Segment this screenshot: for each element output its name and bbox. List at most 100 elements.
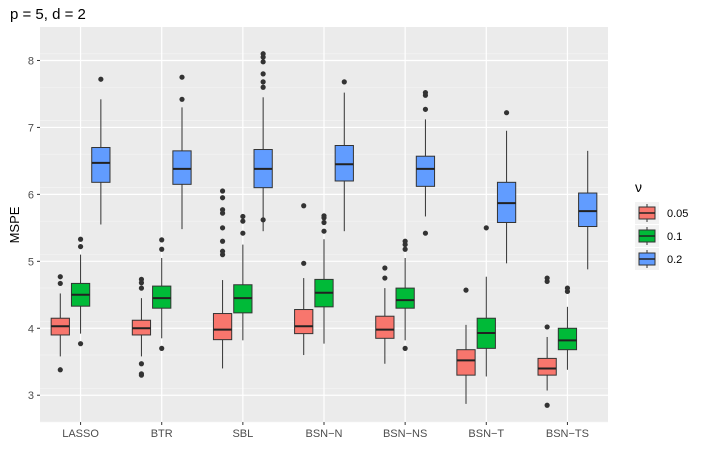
- legend-label: 0.1: [667, 231, 682, 243]
- outlier-point: [402, 345, 408, 351]
- outlier-point: [483, 225, 489, 231]
- legend-key-0.05: [635, 202, 659, 224]
- y-tick-label: 7: [28, 122, 34, 134]
- box-0.1-BSN−N: [314, 213, 334, 344]
- box-iqr: [375, 315, 395, 339]
- box-iqr: [557, 327, 578, 351]
- y-tick-label: 5: [28, 256, 34, 268]
- box-iqr: [334, 145, 354, 182]
- box-0.1-BTR: [152, 237, 172, 351]
- outlier-point: [219, 207, 226, 213]
- outlier-point: [219, 188, 226, 194]
- outlier-point: [98, 76, 104, 82]
- box-0.2-BSN−T: [496, 110, 517, 264]
- outlier-point: [159, 246, 165, 252]
- box-iqr: [395, 287, 415, 309]
- box-iqr: [415, 155, 436, 187]
- outlier-point: [301, 203, 307, 209]
- y-tick-label: 4: [28, 323, 34, 335]
- box-0.05-BSN−T: [456, 287, 476, 404]
- x-tick-label: BSN−T: [468, 428, 504, 440]
- box-iqr: [578, 192, 598, 228]
- outlier-point: [240, 230, 246, 236]
- box-0.2-LASSO: [91, 76, 111, 225]
- outlier-point: [321, 219, 327, 226]
- box-iqr: [172, 150, 192, 185]
- outlier-point: [544, 402, 550, 408]
- box-0.05-BTR: [131, 276, 152, 378]
- outlier-point: [260, 71, 266, 77]
- outlier-point: [260, 51, 266, 57]
- box-0.05-LASSO: [50, 274, 70, 373]
- box-iqr: [152, 285, 172, 309]
- legend-title: ν: [635, 179, 642, 195]
- y-axis-ticks: 3 4 5 6 7 8: [28, 55, 40, 402]
- outlier-point: [422, 106, 429, 112]
- x-tick-label: BSN−TS: [546, 428, 589, 440]
- box-0.1-LASSO: [70, 236, 91, 347]
- x-tick-label: LASSO: [62, 428, 99, 440]
- y-tick-label: 3: [28, 390, 34, 402]
- y-tick-label: 8: [28, 55, 34, 67]
- legend-key-0.1: [635, 225, 659, 247]
- x-tick-label: BSN−N: [306, 428, 343, 440]
- chart-title: p = 5, d = 2: [10, 6, 86, 23]
- outlier-point: [219, 238, 226, 244]
- x-tick-label: SBL: [232, 428, 253, 440]
- outlier-point: [260, 84, 266, 90]
- outlier-point: [179, 96, 185, 102]
- box-0.05-BSN−TS: [537, 275, 557, 408]
- box-0.05-BSN−N: [294, 203, 314, 356]
- x-tick-label: BTR: [151, 428, 173, 440]
- outlier-point: [463, 287, 469, 293]
- outlier-point: [240, 213, 246, 220]
- box-0.1-BSN−TS: [557, 285, 578, 370]
- legend-label: 0.2: [667, 254, 682, 266]
- outlier-point: [382, 275, 388, 281]
- outlier-point: [422, 90, 429, 96]
- outlier-point: [138, 276, 145, 282]
- outlier-point: [138, 285, 145, 291]
- box-0.05-BSN−NS: [375, 265, 395, 364]
- box-0.1-BSN−T: [476, 225, 496, 377]
- outlier-point: [77, 236, 84, 242]
- outlier-point: [138, 361, 145, 367]
- outlier-point: [382, 265, 388, 271]
- box-iqr: [212, 313, 233, 341]
- outlier-point: [219, 195, 226, 201]
- outlier-point: [321, 228, 327, 234]
- outlier-point: [219, 225, 226, 231]
- outlier-point: [544, 275, 550, 281]
- outlier-point: [219, 248, 226, 254]
- x-axis-ticks: LASSO BTR SBL BSN−N BSN−NS BSN−T BSN−TS: [62, 422, 589, 440]
- box-0.1-SBL: [233, 213, 253, 341]
- outlier-point: [77, 341, 84, 347]
- box-iqr: [456, 349, 476, 376]
- outlier-point: [260, 217, 266, 223]
- outlier-point: [260, 79, 266, 85]
- x-tick-label: BSN−NS: [383, 428, 427, 440]
- outlier-point: [159, 345, 165, 351]
- outlier-point: [260, 59, 266, 65]
- legend: ν 0.05 0.1 0.2: [635, 179, 688, 270]
- outlier-point: [57, 367, 63, 373]
- outlier-point: [138, 371, 145, 377]
- outlier-point: [57, 274, 63, 280]
- box-0.1-BSN−NS: [395, 238, 415, 351]
- outlier-point: [422, 230, 429, 236]
- boxplots: [50, 51, 598, 408]
- outlier-point: [240, 218, 246, 224]
- outlier-point: [503, 110, 510, 116]
- outlier-point: [179, 74, 185, 80]
- outlier-point: [77, 243, 84, 250]
- box-0.2-SBL: [253, 51, 273, 232]
- outlier-point: [57, 280, 63, 287]
- box-iqr: [537, 357, 557, 376]
- outlier-point: [321, 213, 327, 219]
- outlier-point: [159, 237, 165, 243]
- box-0.2-BTR: [172, 74, 192, 230]
- box-0.05-SBL: [212, 188, 233, 369]
- y-tick-label: 6: [28, 189, 34, 201]
- legend-key-0.2: [635, 248, 659, 270]
